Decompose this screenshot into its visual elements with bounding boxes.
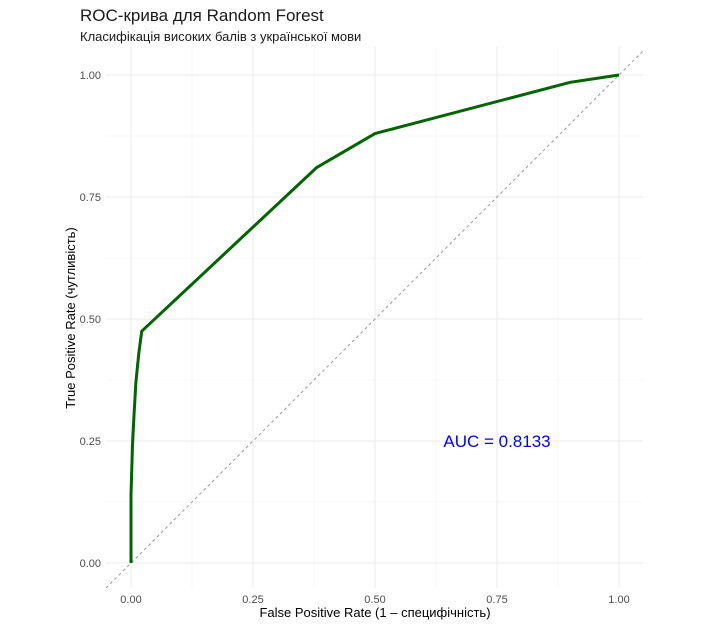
x-tick-label: 0.50 [364, 594, 385, 606]
x-tick-label: 0.00 [120, 594, 141, 606]
y-tick-label: 0.75 [80, 192, 101, 204]
x-axis-ticks: 0.00 0.25 0.50 0.75 1.00 [120, 594, 629, 606]
x-tick-label: 0.25 [242, 594, 263, 606]
chart-title: ROC-крива для Random Forest [80, 6, 324, 25]
x-axis-title: False Positive Rate (1 – специфічність) [259, 605, 490, 620]
auc-annotation: AUC = 0.8133 [443, 432, 550, 451]
roc-curve-line [129, 73, 620, 563]
y-tick-label: 0.25 [80, 436, 101, 448]
y-axis-title: True Positive Rate (чутливість) [63, 227, 78, 409]
minor-gridlines [106, 47, 643, 588]
x-tick-label: 0.75 [486, 594, 507, 606]
y-tick-label: 0.50 [80, 314, 101, 326]
chart-subtitle: Класифікація високих балів з української… [80, 29, 362, 44]
y-tick-label: 1.00 [80, 70, 101, 82]
y-axis-ticks: 0.00 0.25 0.50 0.75 1.00 [80, 70, 101, 570]
reference-diagonal-line [106, 50, 643, 588]
x-tick-label: 1.00 [608, 594, 629, 606]
y-tick-label: 0.00 [80, 558, 101, 570]
major-gridlines [106, 47, 643, 588]
